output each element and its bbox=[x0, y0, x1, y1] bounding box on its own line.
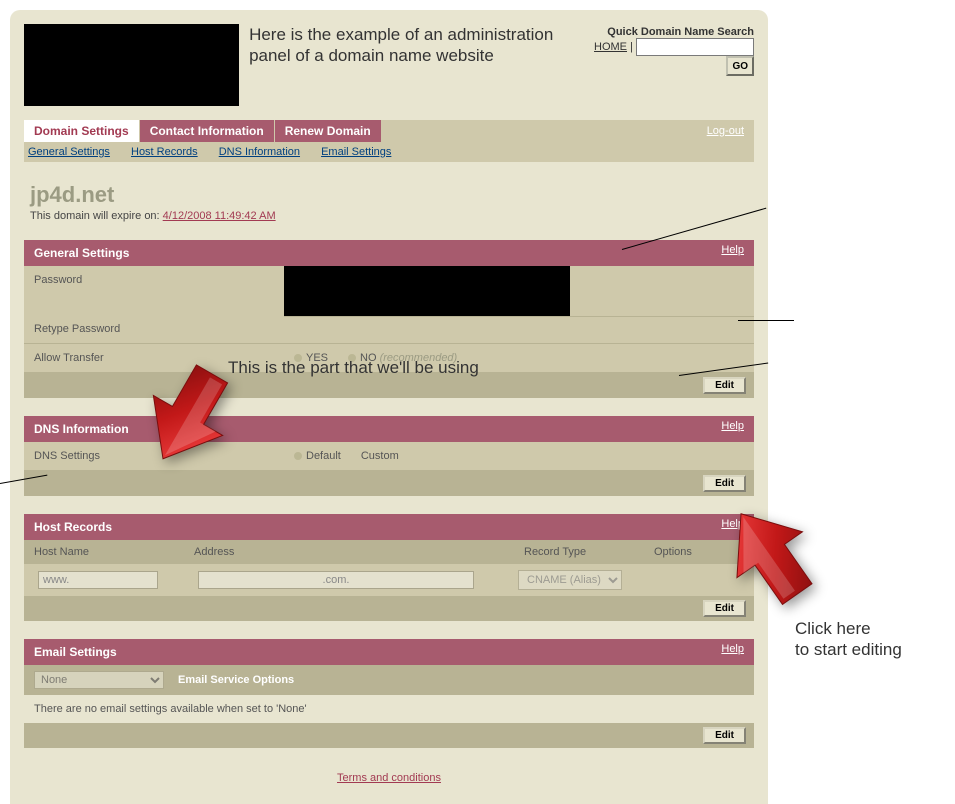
help-link-email[interactable]: Help bbox=[721, 643, 744, 655]
home-link[interactable]: HOME bbox=[594, 41, 627, 53]
email-edit-bar: Edit bbox=[24, 723, 754, 748]
annotation-click-line1: Click here bbox=[795, 619, 871, 638]
general-settings-title: General Settings bbox=[34, 246, 129, 260]
admin-panel: Here is the example of an administration… bbox=[10, 10, 768, 804]
recordtype-select[interactable]: CNAME (Alias) bbox=[518, 570, 622, 590]
edit-button-general[interactable]: Edit bbox=[703, 377, 746, 394]
tab-renew-domain[interactable]: Renew Domain bbox=[275, 120, 382, 142]
host-records-title: Host Records bbox=[34, 520, 112, 534]
tab-domain-settings[interactable]: Domain Settings bbox=[24, 120, 140, 142]
quick-search-input[interactable] bbox=[636, 38, 754, 56]
annotation-click-line2: to start editing bbox=[795, 640, 902, 659]
hostname-input[interactable] bbox=[38, 571, 158, 589]
dns-settings-options: Default Custom bbox=[284, 442, 754, 470]
general-settings-header: General Settings Help bbox=[24, 240, 754, 266]
logo-redacted bbox=[24, 24, 239, 106]
quick-search-row: GO bbox=[636, 41, 754, 72]
terms-link[interactable]: Terms and conditions bbox=[337, 772, 441, 784]
address-input[interactable] bbox=[198, 571, 474, 589]
subnav-general-settings[interactable]: General Settings bbox=[28, 146, 110, 158]
arrow-icon bbox=[130, 352, 250, 472]
section-email-settings: Email Settings Help None Email Service O… bbox=[24, 639, 754, 748]
email-settings-header: Email Settings Help bbox=[24, 639, 754, 665]
default-label: Default bbox=[306, 450, 341, 462]
radio-default[interactable] bbox=[294, 452, 302, 460]
help-link-general[interactable]: Help bbox=[721, 244, 744, 256]
quick-search-label: Quick Domain Name Search bbox=[573, 26, 754, 38]
subnav-host-records[interactable]: Host Records bbox=[131, 146, 198, 158]
host-edit-bar: Edit bbox=[24, 596, 754, 621]
expire-label: This domain will expire on: bbox=[30, 210, 163, 222]
header-row: Here is the example of an administration… bbox=[24, 24, 754, 106]
dns-edit-bar: Edit bbox=[24, 471, 754, 496]
custom-label: Custom bbox=[361, 450, 399, 462]
host-records-header: Host Records Help bbox=[24, 514, 754, 540]
help-link-dns[interactable]: Help bbox=[721, 420, 744, 432]
annotation-click-here: Click here to start editing bbox=[795, 618, 902, 661]
host-records-columns: Host Name Address Record Type Options bbox=[24, 540, 754, 564]
edit-button-dns[interactable]: Edit bbox=[703, 475, 746, 492]
retype-password-label: Retype Password bbox=[24, 291, 284, 343]
email-none-message: There are no email settings available wh… bbox=[24, 695, 754, 723]
edit-button-email[interactable]: Edit bbox=[703, 727, 746, 744]
expire-date-link[interactable]: 4/12/2008 11:49:42 AM bbox=[163, 210, 276, 222]
terms-row: Terms and conditions bbox=[24, 772, 754, 784]
dns-information-title: DNS Information bbox=[34, 422, 129, 436]
email-settings-title: Email Settings bbox=[34, 645, 117, 659]
subnav-dns-information[interactable]: DNS Information bbox=[219, 146, 300, 158]
top-right: Quick Domain Name Search HOME | GO bbox=[573, 24, 754, 76]
tab-logout: Log-out bbox=[697, 121, 754, 141]
host-records-row: CNAME (Alias) bbox=[24, 564, 754, 596]
go-button[interactable]: GO bbox=[726, 56, 754, 76]
col-address: Address bbox=[184, 540, 514, 564]
col-hostname: Host Name bbox=[24, 540, 184, 564]
section-host-records: Host Records Help Host Name Address Reco… bbox=[24, 514, 754, 621]
home-row: Quick Domain Name Search bbox=[573, 26, 754, 38]
guide-line bbox=[738, 320, 794, 321]
email-service-options-label: Email Service Options bbox=[178, 674, 294, 686]
main-tabs: Domain Settings Contact Information Rene… bbox=[24, 120, 754, 142]
domain-name-title: jp4d.net bbox=[30, 182, 754, 208]
tab-contact-information[interactable]: Contact Information bbox=[140, 120, 275, 142]
pipe: | bbox=[627, 41, 636, 53]
col-recordtype: Record Type bbox=[514, 540, 644, 564]
expire-row: This domain will expire on: 4/12/2008 11… bbox=[30, 210, 754, 222]
subnav: General Settings Host Records DNS Inform… bbox=[24, 142, 754, 162]
arrow-icon bbox=[712, 498, 832, 618]
subnav-email-settings[interactable]: Email Settings bbox=[321, 146, 391, 158]
email-service-select[interactable]: None bbox=[34, 671, 164, 689]
col-options: Options bbox=[644, 540, 702, 564]
annotation-dns: This is the part that we'll be using bbox=[228, 358, 479, 378]
logout-link[interactable]: Log-out bbox=[707, 125, 744, 137]
intro-text: Here is the example of an administration… bbox=[249, 24, 573, 67]
